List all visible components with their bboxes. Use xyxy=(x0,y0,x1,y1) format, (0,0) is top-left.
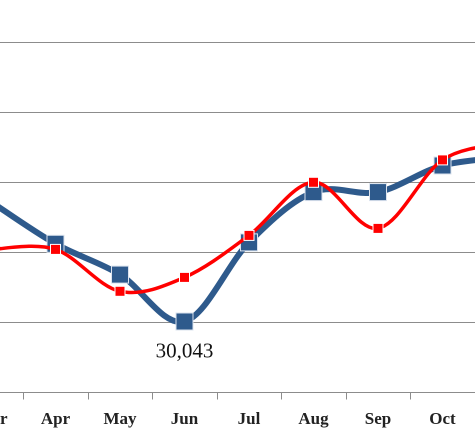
x-tick-label: May xyxy=(103,409,137,428)
series-group xyxy=(0,146,475,331)
x-tick-label: Sep xyxy=(365,409,391,428)
x-tick-label: Apr xyxy=(41,409,71,428)
series-line xyxy=(0,146,475,295)
data-point-marker xyxy=(179,271,190,283)
data-point-marker xyxy=(243,229,255,241)
data-point-marker xyxy=(175,312,194,331)
data-point-marker xyxy=(111,265,129,284)
data-point-marker xyxy=(369,183,387,202)
x-tick-label: Oct xyxy=(429,409,456,428)
data-point-marker xyxy=(437,154,448,166)
x-tick-label: Jul xyxy=(238,409,261,428)
x-tick-label: Jun xyxy=(171,409,199,428)
series-2 xyxy=(0,146,475,297)
data-labels: 30,043 xyxy=(156,338,214,362)
series-line xyxy=(0,157,475,325)
x-tick-label: r xyxy=(0,409,8,428)
data-point-marker xyxy=(308,176,319,188)
data-label: 30,043 xyxy=(156,338,214,362)
x-tick-labels: r Apr May Jun Jul Aug Sep Oct xyxy=(0,409,456,428)
data-point-marker xyxy=(372,222,384,234)
data-point-marker xyxy=(114,285,126,297)
x-tick-label: Aug xyxy=(298,409,329,428)
x-axis-ticks xyxy=(23,392,411,400)
data-point-marker xyxy=(50,243,61,255)
series-1 xyxy=(0,156,475,331)
